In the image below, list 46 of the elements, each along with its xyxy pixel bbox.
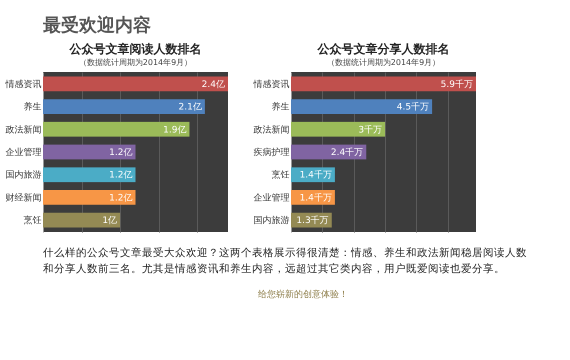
- data-label: 1.4千万: [300, 170, 332, 181]
- y-tick-label: 情感资讯: [4, 78, 42, 90]
- bar: [291, 99, 432, 114]
- bar: [43, 212, 120, 228]
- text: 给您崭新的创意体验！: [258, 289, 348, 300]
- bar: [291, 122, 386, 137]
- data-label: 1.3千万: [296, 215, 329, 226]
- y-tick-label: 国内旅游: [254, 215, 290, 226]
- y-tick-label: 烹饪: [24, 215, 42, 226]
- data-label: 1亿: [102, 215, 118, 226]
- chart-subtitle: （数据统计周期为2014年9月）: [78, 58, 192, 67]
- y-tick-label: 国内旅游: [6, 170, 42, 181]
- bar: [43, 144, 136, 160]
- y-tick-label: 养生: [272, 102, 290, 113]
- bar: [43, 190, 136, 205]
- y-tick-label: 企业管理: [6, 147, 42, 158]
- text: 最受欢迎内容: [42, 15, 151, 36]
- data-label: 1.2亿: [109, 170, 132, 181]
- bar: [43, 76, 228, 92]
- y-tick-label: 情感资讯: [252, 78, 290, 90]
- y-tick-label: 企业管理: [254, 192, 290, 204]
- data-label: 2.4千万: [330, 147, 364, 158]
- data-label: 3千万: [358, 124, 382, 136]
- bar: [43, 167, 136, 182]
- data-label: 2.1亿: [178, 102, 202, 113]
- data-label: 1.2亿: [109, 192, 132, 204]
- data-label: 1.2亿: [109, 147, 132, 158]
- data-label: 1.4千万: [300, 192, 332, 204]
- data-label: 1.9亿: [163, 124, 186, 136]
- y-tick-label: 养生: [24, 102, 42, 113]
- chart-title: 公众号文章分享人数排名: [316, 42, 450, 56]
- bar: [291, 76, 476, 92]
- y-tick-label: 财经新闻: [6, 192, 42, 204]
- data-label: 5.9千万: [440, 78, 473, 90]
- data-label: 4.5千万: [396, 102, 430, 113]
- y-tick-label: 疾病护理: [254, 147, 290, 158]
- bar: [43, 122, 190, 137]
- y-tick-label: 政法新闻: [6, 124, 42, 136]
- chart-subtitle: （数据统计周期为2014年9月）: [326, 58, 440, 67]
- text: 什么样的公众号文章最受大众欢迎？这两个表格展示得很清楚：情感、养生和政法新闻稳居阅读人数和分享人数前三名。尤其是情感资讯和养生内容，远超过其它类内容，用户既爱阅读也爱分享。: [43, 246, 527, 275]
- data-label: 2.4亿: [202, 78, 225, 90]
- bar: [291, 144, 366, 160]
- y-tick-label: 政法新闻: [254, 124, 290, 136]
- y-tick-label: 烹饪: [272, 170, 290, 181]
- bar: [43, 99, 205, 114]
- chart-title: 公众号文章阅读人数排名: [68, 42, 202, 56]
